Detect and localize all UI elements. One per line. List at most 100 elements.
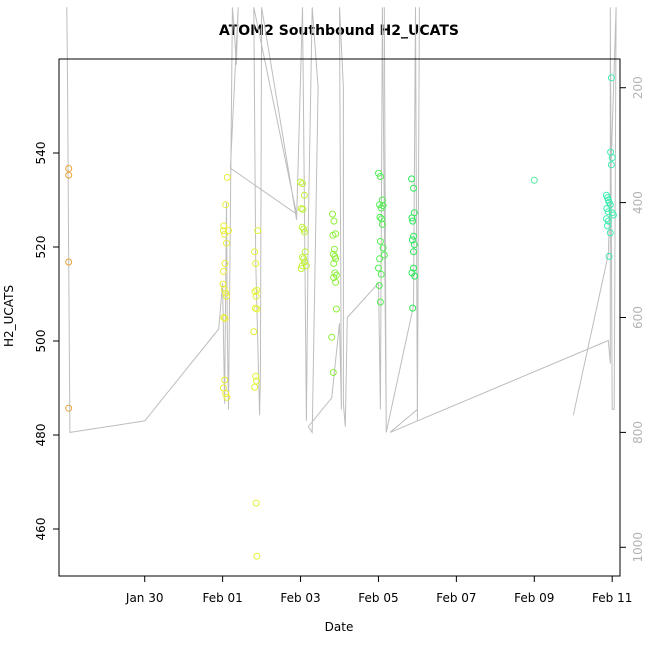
data-point: [300, 255, 308, 263]
y-axis-label: H2_UCATS: [2, 285, 16, 347]
data-point: [219, 384, 227, 392]
data-point: [251, 383, 259, 391]
y2-tick-label: 600: [631, 306, 645, 329]
y2-tick-label: 400: [631, 191, 645, 214]
data-point: [410, 264, 417, 272]
data-point: [609, 211, 617, 219]
data-point: [379, 244, 387, 252]
data-point: [330, 260, 338, 267]
data-point: [408, 214, 416, 222]
x-tick-label: Feb 09: [514, 591, 554, 605]
chart-title: ATOM2 Southbound H2_UCATS: [219, 23, 459, 39]
y-tick-label: 500: [34, 330, 48, 353]
data-point: [409, 217, 417, 225]
data-point: [223, 292, 230, 300]
data-point: [409, 304, 417, 312]
data-point: [302, 262, 310, 270]
data-point: [220, 285, 228, 293]
data-point: [252, 292, 260, 300]
data-point: [221, 376, 229, 384]
data-point: [329, 231, 337, 239]
data-point: [608, 154, 616, 162]
x-tick-label: Feb 05: [358, 591, 398, 605]
data-point: [65, 171, 73, 179]
data-point: [299, 253, 306, 261]
data-point: [376, 173, 384, 180]
data-points-layer: [65, 74, 617, 560]
data-point: [410, 232, 417, 240]
data-point: [223, 173, 231, 181]
data-point: [376, 213, 384, 221]
data-point: [376, 201, 384, 209]
data-point: [250, 328, 258, 336]
data-point: [251, 248, 259, 256]
data-point: [251, 288, 259, 296]
y-tick-label: 520: [34, 236, 48, 259]
data-point: [220, 314, 228, 321]
data-point: [607, 74, 615, 82]
data-point: [604, 222, 611, 230]
data-point: [254, 227, 262, 235]
data-point: [252, 372, 260, 380]
data-point: [332, 305, 340, 313]
data-point: [299, 205, 307, 213]
data-point: [375, 264, 382, 272]
data-point: [251, 304, 259, 312]
data-point: [297, 265, 305, 273]
data-point: [410, 248, 417, 256]
data-point: [219, 267, 227, 275]
data-point: [379, 202, 387, 210]
data-point: [222, 289, 230, 297]
data-point: [223, 239, 230, 247]
data-point: [410, 241, 418, 249]
axes-layer: Jan 30 Feb 01 Feb 03 Feb 05 Feb 07 Feb 09 Feb …: [34, 58, 645, 605]
data-point: [219, 227, 227, 235]
altitude-profile-layer: [66, 7, 617, 434]
data-point: [329, 210, 336, 218]
data-point: [252, 499, 260, 507]
data-point: [329, 369, 337, 376]
data-point: [65, 165, 73, 172]
y-tick-label: 540: [34, 142, 48, 165]
data-point: [606, 201, 614, 209]
data-point: [223, 393, 231, 401]
data-point: [602, 215, 610, 223]
x-axis-label: Date: [325, 620, 354, 634]
data-point: [332, 278, 340, 286]
data-point: [253, 305, 261, 313]
data-point: [408, 236, 416, 244]
data-point: [298, 262, 306, 270]
data-point: [378, 220, 386, 228]
data-point: [603, 205, 611, 212]
data-point: [377, 270, 385, 278]
data-point: [220, 222, 228, 230]
y-tick-label: 460: [34, 518, 48, 541]
altitude-profile-line: [66, 7, 617, 434]
data-point: [300, 258, 308, 266]
data-point: [606, 229, 614, 237]
plot-border: [58, 58, 621, 577]
data-point: [300, 191, 308, 199]
data-point: [299, 180, 306, 188]
data-point: [253, 552, 261, 560]
data-point: [376, 237, 384, 245]
y2-tick-label: 800: [631, 421, 645, 444]
data-point: [411, 272, 419, 280]
data-point: [604, 208, 612, 216]
x-tick-label: Feb 01: [202, 591, 242, 605]
data-point: [297, 178, 304, 186]
data-point: [376, 255, 384, 263]
data-point: [332, 255, 340, 263]
data-point: [253, 377, 260, 385]
data-point: [65, 404, 73, 412]
y2-tick-label: 200: [631, 76, 645, 99]
x-tick-label: Feb 07: [436, 591, 476, 605]
data-point: [221, 230, 229, 238]
x-tick-label: Jan 30: [125, 591, 164, 605]
y-tick-label: 480: [34, 424, 48, 447]
data-point: [225, 227, 232, 235]
y2-tick-label: 1000: [631, 532, 645, 563]
data-point: [408, 175, 416, 183]
data-point: [222, 201, 230, 209]
